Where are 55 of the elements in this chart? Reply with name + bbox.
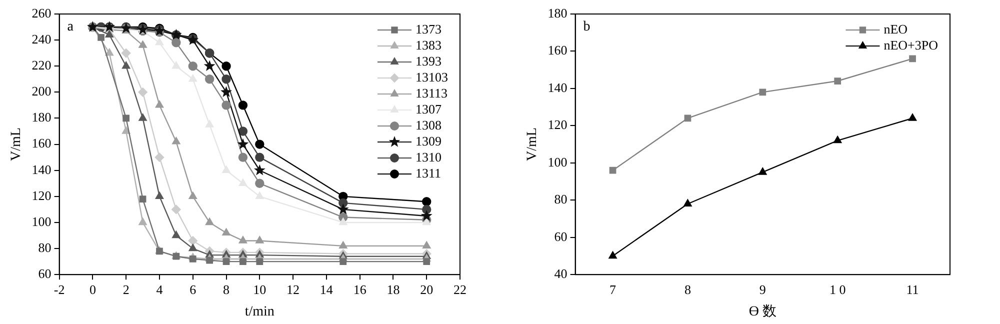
- x-tick-label: 8: [684, 282, 691, 297]
- y-tick-label: 180: [32, 110, 52, 125]
- x-tick-label: 6: [190, 282, 197, 297]
- x-tick-label: 16: [353, 282, 367, 297]
- x-tick-label: 11: [906, 282, 919, 297]
- x-tick-label: 9: [759, 282, 766, 297]
- legend-label: 1311: [416, 165, 442, 180]
- x-axis-title: t/min: [244, 304, 274, 320]
- x-tick-label: 7: [610, 282, 617, 297]
- x-tick-label: 20: [420, 282, 434, 297]
- legend-label: nEO: [884, 21, 908, 36]
- x-tick-label: 10: [253, 282, 266, 297]
- y-tick-label: 80: [554, 192, 568, 207]
- y-tick-label: 240: [32, 31, 52, 46]
- x-tick-label: 0: [89, 282, 96, 297]
- legend-label: 13113: [416, 85, 448, 100]
- y-tick-label: 260: [32, 5, 52, 20]
- x-tick-label: 8: [223, 282, 230, 297]
- y-tick-label: 160: [548, 42, 568, 58]
- x-tick-label: -2: [54, 282, 65, 297]
- y-tick-label: 220: [32, 58, 52, 73]
- y-axis-title: V/mL: [525, 128, 540, 162]
- legend-label: 1307: [416, 101, 442, 116]
- legend-label: 1308: [416, 117, 442, 132]
- legend-label: 1310: [416, 149, 442, 164]
- x-tick-label: 12: [286, 282, 300, 297]
- x-tick-label: 2: [122, 282, 130, 297]
- legend-label: 1393: [416, 53, 442, 68]
- legend-label: 1309: [416, 133, 442, 148]
- y-tick-label: 120: [32, 188, 52, 203]
- y-tick-label: 40: [554, 266, 568, 282]
- legend-label: nEO+3PO: [884, 37, 938, 52]
- x-tick-label: 18: [386, 282, 400, 297]
- y-tick-label: 100: [548, 154, 568, 170]
- y-tick-label: 120: [548, 117, 568, 132]
- x-tick-label: 22: [454, 282, 466, 297]
- y-tick-label: 200: [32, 84, 52, 99]
- y-tick-label: 80: [38, 240, 52, 255]
- x-tick-label: 14: [320, 282, 334, 297]
- annotation: b: [583, 20, 590, 35]
- annotation: a: [67, 20, 74, 35]
- x-axis-title: Ɵ 数: [748, 303, 776, 320]
- x-tick-label: 1 0: [829, 282, 846, 297]
- y-tick-label: 140: [32, 162, 52, 177]
- y-tick-label: 140: [548, 80, 568, 95]
- y-tick-label: 60: [38, 266, 52, 282]
- y-axis-title: V/mL: [9, 128, 24, 162]
- y-tick-label: 160: [32, 136, 52, 151]
- y-tick-label: 60: [554, 228, 568, 244]
- legend-label: 1373: [416, 21, 442, 36]
- y-tick-label: 100: [32, 214, 52, 229]
- legend-label: 13103: [416, 69, 448, 84]
- y-tick-label: 180: [548, 5, 568, 20]
- legend-label: 1383: [416, 37, 442, 52]
- x-tick-label: 4: [156, 282, 164, 297]
